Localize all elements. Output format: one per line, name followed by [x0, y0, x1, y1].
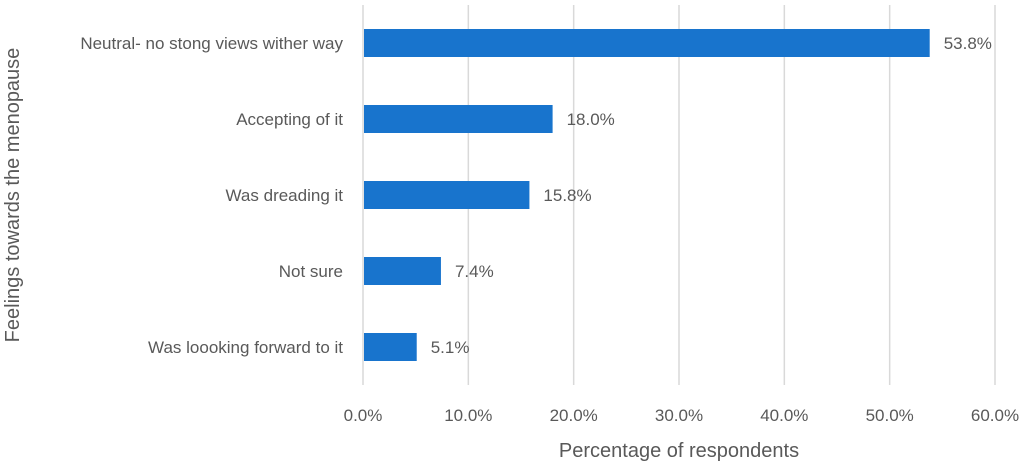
- category-label: Was dreading it: [226, 186, 344, 205]
- bar-data-label: 7.4%: [455, 262, 494, 281]
- category-label: Neutral- no stong views wither way: [80, 34, 343, 53]
- bar: [364, 29, 930, 57]
- y-axis-title: Feelings towards the menopause: [2, 48, 24, 343]
- x-tick-labels: 0.0% 10.0% 20.0% 30.0% 40.0% 50.0% 60.0%: [344, 406, 1019, 425]
- bar-data-label: 53.8%: [944, 34, 992, 53]
- bar-data-label: 5.1%: [431, 338, 470, 357]
- x-tick-label: 60.0%: [971, 406, 1019, 425]
- gridlines: [362, 5, 996, 385]
- x-tick-label: 40.0%: [760, 406, 808, 425]
- category-label: Was loooking forward to it: [148, 338, 343, 357]
- bars: [364, 29, 930, 361]
- bar: [364, 181, 530, 209]
- x-tick-label: 20.0%: [550, 406, 598, 425]
- x-tick-label: 50.0%: [866, 406, 914, 425]
- bar: [364, 257, 441, 285]
- x-tick-label: 30.0%: [655, 406, 703, 425]
- bar: [364, 333, 417, 361]
- data-labels: 53.8% 18.0% 15.8% 7.4% 5.1%: [431, 34, 992, 357]
- bar-data-label: 18.0%: [567, 110, 615, 129]
- x-axis-title: Percentage of respondents: [559, 440, 799, 462]
- x-tick-label: 0.0%: [344, 406, 383, 425]
- bar: [364, 105, 553, 133]
- category-label: Not sure: [279, 262, 343, 281]
- bar-data-label: 15.8%: [543, 186, 591, 205]
- x-tick-label: 10.0%: [444, 406, 492, 425]
- category-labels: Neutral- no stong views wither way Accept…: [80, 34, 343, 357]
- category-label: Accepting of it: [236, 110, 343, 129]
